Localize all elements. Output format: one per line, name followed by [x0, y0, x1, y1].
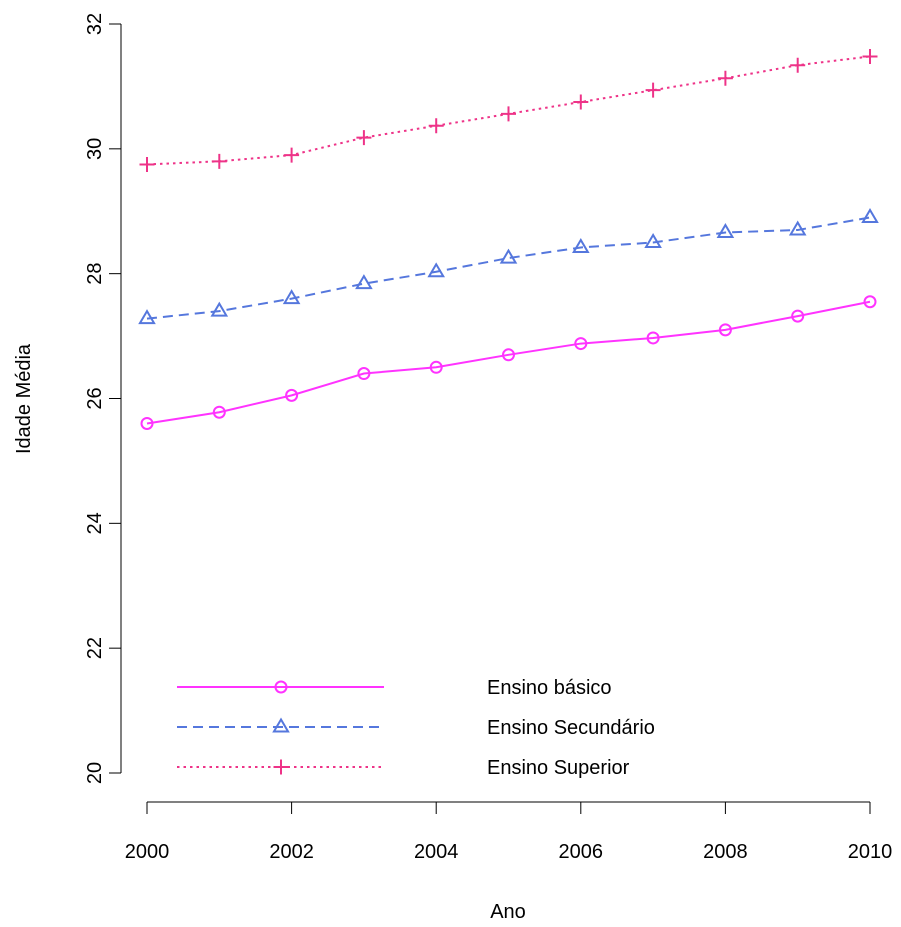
data-point [427, 262, 445, 278]
x-tick-label: 2010 [848, 841, 893, 863]
series-1 [140, 295, 877, 430]
data-point [429, 360, 443, 374]
data-point [718, 323, 732, 337]
series-line [146, 216, 871, 320]
x-tick-label: 2004 [414, 841, 459, 863]
data-point [646, 331, 660, 345]
legend-marker [274, 680, 288, 694]
x-tick-label: 2006 [559, 841, 604, 863]
data-point [791, 309, 805, 323]
data-point [501, 106, 516, 122]
y-tick-label: 26 [84, 387, 106, 409]
y-axis: 20 22 24 26 28 30 32 [84, 13, 122, 784]
data-point [573, 94, 589, 110]
data-point [138, 309, 156, 325]
data-point [499, 248, 518, 264]
data-point [788, 220, 807, 236]
x-tick-label: 2008 [703, 841, 748, 863]
y-tick-label: 22 [84, 637, 106, 659]
data-point [645, 82, 661, 98]
series-3 [139, 48, 878, 172]
data-point [139, 156, 155, 172]
x-tick-label: 2000 [125, 841, 170, 863]
legend-marker [273, 759, 289, 775]
data-point [357, 367, 371, 381]
data-point [428, 118, 444, 134]
data-point [790, 57, 806, 73]
legend-label: Ensino Secundário [487, 717, 655, 739]
y-axis-title: Idade Média [13, 343, 35, 454]
data-point [140, 416, 154, 430]
data-point [355, 274, 373, 290]
data-point [574, 337, 588, 351]
data-point [863, 295, 877, 309]
x-tick-label: 2002 [269, 841, 314, 863]
plot-series [138, 48, 879, 430]
legend-label: Ensino Superior [487, 757, 630, 779]
legend-item: Ensino básico [177, 677, 612, 699]
legend-label: Ensino básico [487, 677, 612, 699]
data-point [644, 232, 662, 248]
legend-item: Ensino Secundário [177, 717, 655, 739]
legend-marker [272, 717, 290, 733]
data-point [716, 222, 735, 238]
data-point [862, 48, 878, 64]
legend-item: Ensino Superior [177, 757, 630, 779]
x-axis: 2000 2002 2004 2006 2008 2010 [125, 801, 893, 863]
data-point [717, 70, 733, 86]
data-point [861, 208, 879, 223]
y-tick-label: 24 [84, 512, 106, 534]
data-point [284, 147, 300, 163]
y-tick-label: 28 [84, 263, 106, 285]
data-point [285, 388, 299, 402]
data-point [502, 348, 515, 362]
y-tick-label: 30 [84, 138, 106, 160]
x-axis-title: Ano [490, 901, 526, 923]
series-2 [138, 208, 879, 325]
data-point [212, 405, 226, 419]
y-tick-label: 32 [84, 13, 106, 35]
data-point [211, 153, 227, 169]
data-point [356, 130, 372, 146]
series-line [146, 300, 871, 425]
y-tick-label: 20 [84, 762, 106, 784]
legend: Ensino básico Ensino Secundário Ensino Sup… [177, 677, 655, 779]
data-point [210, 301, 229, 317]
data-point [572, 237, 590, 253]
data-point [282, 289, 301, 305]
